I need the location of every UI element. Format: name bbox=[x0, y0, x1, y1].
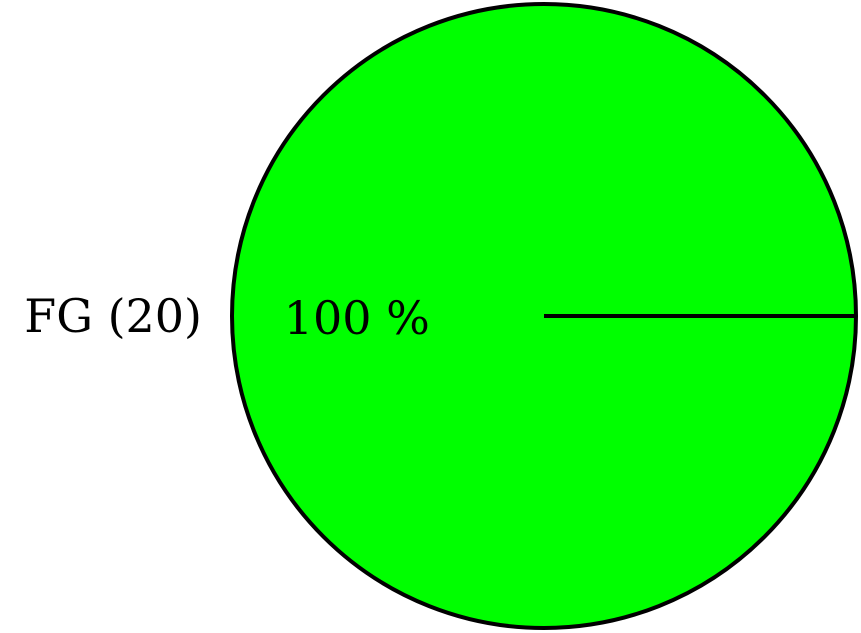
slice-label: FG (20) bbox=[24, 289, 202, 343]
slice-percent-label: 100 % bbox=[284, 291, 430, 345]
